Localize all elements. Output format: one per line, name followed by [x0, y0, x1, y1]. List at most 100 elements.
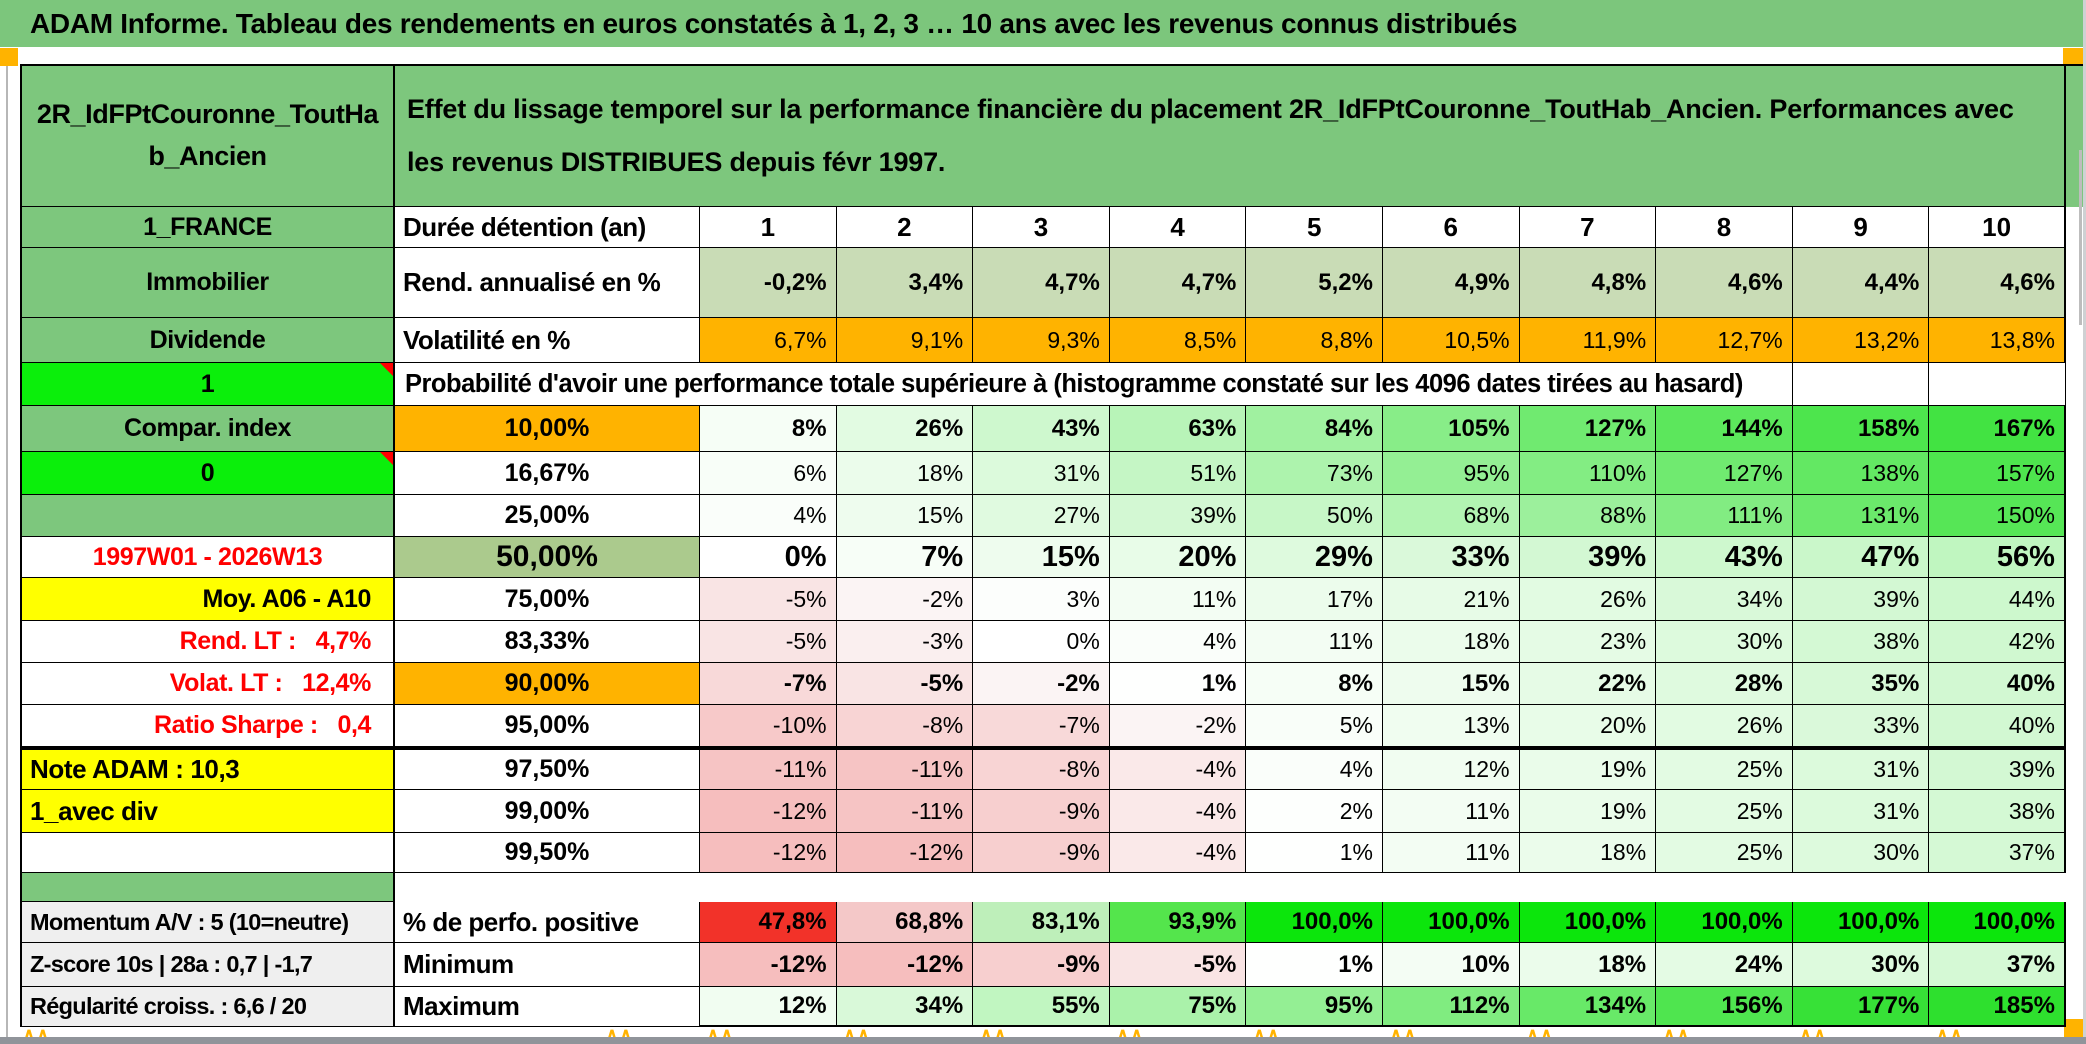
- cell-p95-5[interactable]: 5%: [1246, 705, 1383, 747]
- cell-p75-7[interactable]: 26%: [1519, 578, 1657, 621]
- row-label-volat[interactable]: Dividende: [20, 318, 395, 363]
- cell-p75-2[interactable]: -2%: [836, 578, 974, 621]
- cell-p10-5[interactable]: 84%: [1246, 406, 1383, 452]
- cell-perfo-4[interactable]: 93,9%: [1109, 902, 1247, 943]
- row-label-max[interactable]: Régularité croiss. : 6,6 / 20: [20, 987, 395, 1027]
- cell-p16-8[interactable]: 127%: [1656, 452, 1793, 495]
- cell-perfo-9[interactable]: 100,0%: [1792, 902, 1930, 943]
- cell-volat-1[interactable]: 6,7%: [700, 318, 837, 363]
- cell-p975-3[interactable]: -8%: [973, 747, 1110, 790]
- cell-p99-4[interactable]: -4%: [1109, 790, 1247, 833]
- cell-p25-7[interactable]: 88%: [1519, 495, 1657, 537]
- cell-p25-4[interactable]: 39%: [1109, 495, 1247, 537]
- cell-p99-3[interactable]: -9%: [973, 790, 1110, 833]
- cell-p83-8[interactable]: 30%: [1656, 621, 1793, 663]
- row-header-p25[interactable]: 25,00%: [395, 495, 700, 537]
- cell-p75-4[interactable]: 11%: [1109, 578, 1247, 621]
- cell-max-4[interactable]: 75%: [1109, 987, 1247, 1027]
- cell-duree-6[interactable]: 6: [1382, 207, 1520, 248]
- cell-p95-1[interactable]: -10%: [700, 705, 837, 747]
- cell-p10-4[interactable]: 63%: [1109, 406, 1247, 452]
- cell-max-10[interactable]: 185%: [1929, 987, 2066, 1027]
- cell-p50-7[interactable]: 39%: [1519, 537, 1657, 578]
- cell-rend-5[interactable]: 5,2%: [1246, 248, 1383, 318]
- cell-p25-3[interactable]: 27%: [973, 495, 1110, 537]
- row-label-p83[interactable]: Rend. LT : 4,7%: [20, 621, 395, 663]
- cell-duree-10[interactable]: 10: [1929, 207, 2066, 248]
- cell-perfo-6[interactable]: 100,0%: [1382, 902, 1520, 943]
- cell-p50-5[interactable]: 29%: [1246, 537, 1383, 578]
- cell-rend-9[interactable]: 4,4%: [1792, 248, 1930, 318]
- cell-p75-10[interactable]: 44%: [1929, 578, 2066, 621]
- cell-volat-4[interactable]: 8,5%: [1109, 318, 1247, 363]
- row-header-p10[interactable]: 10,00%: [395, 406, 700, 452]
- row-header-p995[interactable]: 99,50%: [395, 833, 700, 873]
- cell-p995-6[interactable]: 11%: [1382, 833, 1520, 873]
- cell-p50-10[interactable]: 56%: [1929, 537, 2066, 578]
- cell-p50-3[interactable]: 15%: [973, 537, 1110, 578]
- cell-p25-8[interactable]: 111%: [1656, 495, 1793, 537]
- cell-min-9[interactable]: 30%: [1792, 943, 1930, 987]
- cell-p83-6[interactable]: 18%: [1382, 621, 1520, 663]
- cell-p95-2[interactable]: -8%: [836, 705, 974, 747]
- row-label-p16[interactable]: 0: [20, 452, 395, 495]
- row-label-p25[interactable]: [20, 495, 395, 537]
- cell-p16-10[interactable]: 157%: [1929, 452, 2066, 495]
- cell-p50-6[interactable]: 33%: [1382, 537, 1520, 578]
- cell-p95-6[interactable]: 13%: [1382, 705, 1520, 747]
- cell-perfo-5[interactable]: 100,0%: [1246, 902, 1383, 943]
- cell-p99-6[interactable]: 11%: [1382, 790, 1520, 833]
- placement-name-cell[interactable]: 2R_IdFPtCouronne_ToutHab_Ancien: [20, 66, 395, 207]
- cell-max-8[interactable]: 156%: [1656, 987, 1793, 1027]
- cell-p90-9[interactable]: 35%: [1792, 663, 1930, 705]
- cell-p995-1[interactable]: -12%: [700, 833, 837, 873]
- cell-p95-9[interactable]: 33%: [1792, 705, 1930, 747]
- cell-p99-7[interactable]: 19%: [1519, 790, 1657, 833]
- cell-p10-1[interactable]: 8%: [700, 406, 837, 452]
- cell-p10-8[interactable]: 144%: [1656, 406, 1793, 452]
- cell-rend-1[interactable]: -0,2%: [700, 248, 837, 318]
- row-header-p50[interactable]: 50,00%: [395, 537, 700, 578]
- cell-p16-5[interactable]: 73%: [1246, 452, 1383, 495]
- row-label-duree[interactable]: 1_FRANCE: [20, 207, 395, 248]
- cell-p83-4[interactable]: 4%: [1109, 621, 1247, 663]
- cell-p975-2[interactable]: -11%: [836, 747, 974, 790]
- row-header-p75[interactable]: 75,00%: [395, 578, 700, 621]
- row-label-p50[interactable]: 1997W01 - 2026W13: [20, 537, 395, 578]
- cell-p75-3[interactable]: 3%: [973, 578, 1110, 621]
- row-header-rend[interactable]: Rend. annualisé en %: [395, 248, 700, 318]
- empty-cell[interactable]: [1792, 363, 1930, 406]
- cell-p90-7[interactable]: 22%: [1519, 663, 1657, 705]
- cell-p975-1[interactable]: -11%: [700, 747, 837, 790]
- cell-p83-7[interactable]: 23%: [1519, 621, 1657, 663]
- cell-p99-9[interactable]: 31%: [1792, 790, 1930, 833]
- cell-rend-7[interactable]: 4,8%: [1519, 248, 1657, 318]
- cell-p10-3[interactable]: 43%: [973, 406, 1110, 452]
- cell-p995-5[interactable]: 1%: [1246, 833, 1383, 873]
- cell-perfo-8[interactable]: 100,0%: [1656, 902, 1793, 943]
- table-description-cell[interactable]: Effet du lissage temporel sur la perform…: [395, 66, 2066, 207]
- cell-p10-7[interactable]: 127%: [1519, 406, 1657, 452]
- probability-caption-cell[interactable]: Probabilité d'avoir une performance tota…: [395, 363, 1793, 406]
- cell-p975-5[interactable]: 4%: [1246, 747, 1383, 790]
- row-header-p16[interactable]: 16,67%: [395, 452, 700, 495]
- cell-p975-9[interactable]: 31%: [1792, 747, 1930, 790]
- cell-min-8[interactable]: 24%: [1656, 943, 1793, 987]
- cell-p90-1[interactable]: -7%: [700, 663, 837, 705]
- cell-min-4[interactable]: -5%: [1109, 943, 1247, 987]
- cell-p95-4[interactable]: -2%: [1109, 705, 1247, 747]
- cell-p75-6[interactable]: 21%: [1382, 578, 1520, 621]
- cell-p83-10[interactable]: 42%: [1929, 621, 2066, 663]
- cell-p16-1[interactable]: 6%: [700, 452, 837, 495]
- cell-p975-7[interactable]: 19%: [1519, 747, 1657, 790]
- row-header-p975[interactable]: 97,50%: [395, 747, 700, 790]
- cell-min-1[interactable]: -12%: [700, 943, 837, 987]
- cell-p25-1[interactable]: 4%: [700, 495, 837, 537]
- cell-p50-4[interactable]: 20%: [1109, 537, 1247, 578]
- cell-rend-6[interactable]: 4,9%: [1382, 248, 1520, 318]
- cell-p90-2[interactable]: -5%: [836, 663, 974, 705]
- row-header-min[interactable]: Minimum: [395, 943, 700, 987]
- cell-perfo-2[interactable]: 68,8%: [836, 902, 974, 943]
- cell-p75-8[interactable]: 34%: [1656, 578, 1793, 621]
- cell-p975-10[interactable]: 39%: [1929, 747, 2066, 790]
